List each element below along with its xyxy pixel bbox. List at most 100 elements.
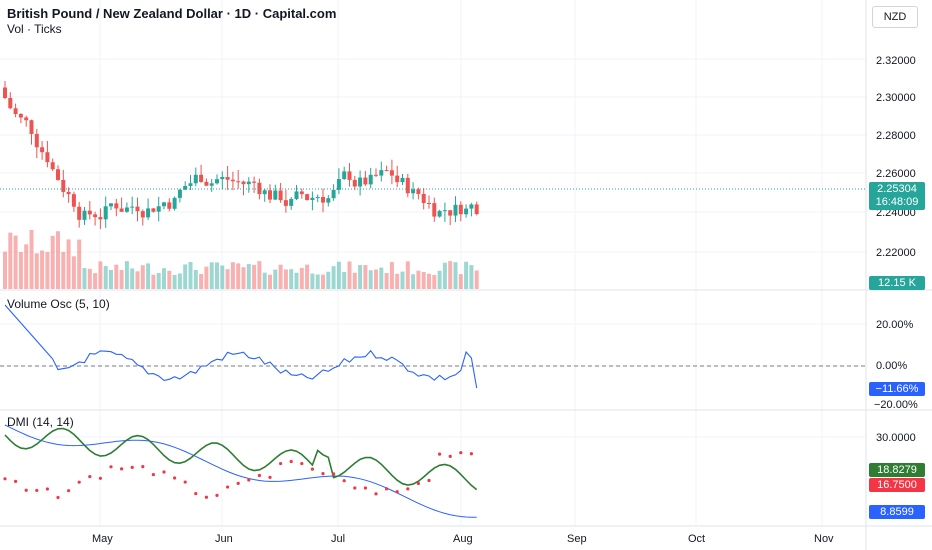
candle-body <box>98 217 103 220</box>
volume-bar <box>183 264 188 289</box>
candle-body <box>342 171 347 180</box>
candle-body <box>368 174 373 185</box>
volume-bar <box>8 232 13 289</box>
dmi-minus-dot <box>268 475 272 479</box>
volume-bar <box>230 262 235 289</box>
volume-bar <box>252 264 257 289</box>
volume-bar <box>177 273 182 289</box>
candle-body <box>374 174 378 176</box>
dmi-minus-dot <box>247 478 251 482</box>
volume-bar <box>294 272 299 289</box>
volume-bar <box>474 270 479 289</box>
candle-body <box>93 214 98 218</box>
volume-bar <box>236 263 241 289</box>
candle-body <box>71 194 76 207</box>
candle-body <box>395 175 400 183</box>
dmi-adx-line <box>4 427 478 491</box>
candle-body <box>262 190 267 195</box>
candle-body <box>61 179 66 192</box>
volume-bar <box>151 274 156 289</box>
chart-title[interactable]: British Pound / New Zealand Dollar · 1D … <box>7 6 337 21</box>
candle-body <box>109 203 113 207</box>
price-tick: 2.24000 <box>876 207 916 219</box>
volume-bar <box>464 261 469 289</box>
candle-body <box>458 204 463 215</box>
volume-bar <box>135 271 140 289</box>
candle-body <box>230 179 235 182</box>
dmi-minus-dot <box>226 485 230 489</box>
candle-body <box>215 179 219 184</box>
dmi-minus-dot <box>300 461 304 466</box>
volume-bar <box>124 261 129 289</box>
dmi-minus-dot <box>130 465 134 469</box>
adx-value-tag: 18.8279 <box>869 463 925 477</box>
volume-legend[interactable]: Vol · Ticks <box>7 22 62 36</box>
dmi-minus-dot <box>151 472 155 477</box>
volume-bar <box>421 271 426 289</box>
volume-bar <box>246 264 251 289</box>
candle-body <box>188 183 193 186</box>
candle-body <box>442 210 447 212</box>
dmi-minus-dot <box>374 492 378 496</box>
volume-bar <box>71 256 76 289</box>
volume-bar <box>326 271 331 289</box>
osc-tick: 0.00% <box>876 360 907 372</box>
candle-body <box>45 152 50 163</box>
candle-body <box>273 190 278 200</box>
volume-bar <box>45 252 50 289</box>
candle-body <box>474 204 479 215</box>
candle-body <box>34 133 39 148</box>
volume-bar <box>411 274 416 289</box>
volume-bar <box>257 261 262 289</box>
volume-bar <box>119 269 124 289</box>
dmi-minus-dot <box>162 470 166 474</box>
candle-body <box>289 198 294 206</box>
dmi-minus-dot <box>215 493 219 497</box>
price-tick: 2.30000 <box>876 92 916 104</box>
volume-bar <box>109 269 113 289</box>
candle-body <box>172 197 177 209</box>
dmi-tick: 30.0000 <box>876 432 916 444</box>
dmi-minus-dot <box>67 489 71 493</box>
candle-body <box>294 191 299 199</box>
candle-body <box>257 182 262 195</box>
time-tick: May <box>92 533 113 545</box>
volume-bars <box>3 229 479 289</box>
volume-bar <box>156 272 161 289</box>
dmi-minus-dot <box>35 488 39 493</box>
candle-body <box>268 190 272 200</box>
candle-body <box>40 147 45 153</box>
dmi-minus-dot <box>24 488 28 492</box>
candle-body <box>162 202 166 207</box>
volume-bar <box>98 261 103 289</box>
currency-selector[interactable]: NZD <box>872 6 918 28</box>
volume-bar <box>315 274 320 289</box>
candle-body <box>103 206 108 220</box>
volume-bar <box>130 268 135 289</box>
candle-body <box>66 191 71 195</box>
volume-osc-legend[interactable]: Volume Osc (5, 10) <box>7 297 110 311</box>
volume-bar <box>262 272 267 289</box>
volume-osc-line <box>4 304 478 389</box>
volume-bar <box>140 265 145 289</box>
candle-body <box>352 179 357 187</box>
candle-body <box>411 189 416 194</box>
volume-bar <box>18 251 23 289</box>
dmi-legend[interactable]: DMI (14, 14) <box>7 415 74 429</box>
dmi-minus-dot <box>385 487 389 491</box>
dmi-minus-dot <box>279 461 283 466</box>
candle-body <box>389 170 394 176</box>
plus-di-value-tag: 8.8599 <box>869 505 925 519</box>
volume-bar <box>416 270 421 289</box>
candle-body <box>50 162 55 170</box>
volume-bar <box>61 251 66 289</box>
candle-body <box>130 206 135 208</box>
volume-bar <box>389 262 394 289</box>
dmi-minus-dot <box>14 479 18 483</box>
volume-bar <box>427 273 431 289</box>
volume-bar <box>34 253 39 289</box>
time-tick: Oct <box>688 533 705 545</box>
candle-body <box>225 177 230 180</box>
volume-bar <box>87 268 92 289</box>
